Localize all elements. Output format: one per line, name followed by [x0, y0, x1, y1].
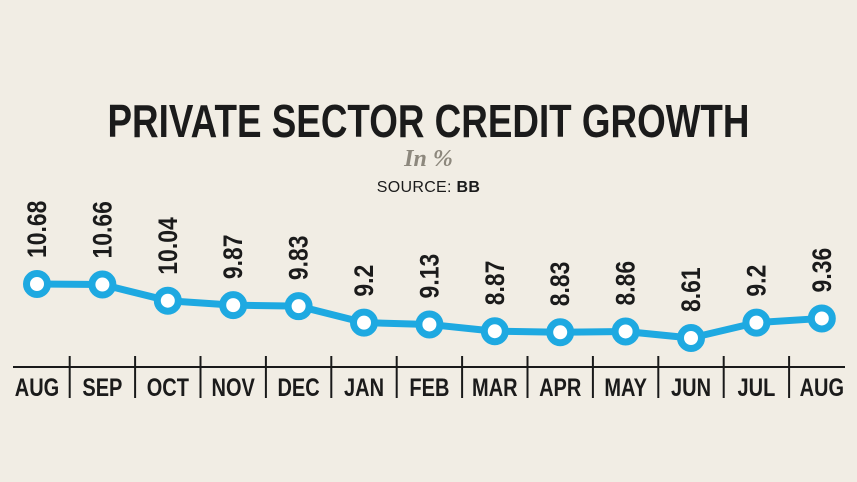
data-point-label: 8.61 — [676, 267, 706, 312]
x-axis-label: SEP — [82, 374, 122, 402]
chart-title: PRIVATE SECTOR CREDIT GROWTH — [107, 95, 750, 147]
data-point-marker — [480, 317, 509, 346]
data-point-label: 9.2 — [742, 265, 772, 297]
x-axis-label: MAY — [604, 374, 647, 402]
data-point-marker — [742, 308, 771, 337]
x-axis-label: JUN — [671, 374, 711, 402]
data-point-label: 8.86 — [611, 261, 641, 306]
data-point-marker — [284, 292, 313, 321]
data-point-marker — [677, 324, 705, 353]
data-point-marker — [546, 318, 575, 347]
data-point-label: 10.04 — [153, 217, 183, 274]
chart-subtitle: In % — [404, 146, 453, 172]
x-axis-label: NOV — [212, 374, 255, 402]
data-point-marker — [350, 308, 378, 337]
data-point-label: 8.83 — [545, 262, 575, 307]
data-point-marker — [415, 310, 444, 339]
data-point-label: 9.36 — [807, 248, 837, 293]
x-axis-label: MAR — [472, 374, 518, 402]
data-point-marker — [611, 317, 640, 346]
x-axis-label: FEB — [409, 374, 449, 402]
data-point-marker — [807, 304, 836, 333]
x-axis-label: OCT — [147, 374, 189, 402]
chart-source: SOURCE: BB — [0, 179, 857, 197]
data-point-marker — [23, 270, 51, 298]
data-point-label: 10.68 — [22, 201, 52, 258]
x-axis-label: AUG — [800, 374, 844, 402]
source-value: BB — [456, 179, 481, 196]
data-point-label: 9.2 — [349, 265, 379, 297]
data-point-label: 9.83 — [284, 235, 314, 280]
data-point-label: 9.87 — [218, 234, 248, 279]
data-point-label: 9.13 — [415, 254, 445, 299]
data-point-marker — [153, 286, 182, 315]
x-axis-label: JUL — [738, 374, 776, 402]
data-point-label: 8.87 — [480, 261, 510, 306]
x-axis-label: APR — [539, 374, 581, 402]
data-point-marker — [219, 291, 248, 320]
x-axis-label: DEC — [277, 374, 319, 402]
source-label: SOURCE: — [376, 179, 452, 196]
x-axis-label: JAN — [344, 374, 384, 402]
x-axis-label: AUG — [15, 374, 59, 402]
data-point-marker — [88, 270, 117, 299]
data-point-label: 10.66 — [88, 201, 118, 258]
